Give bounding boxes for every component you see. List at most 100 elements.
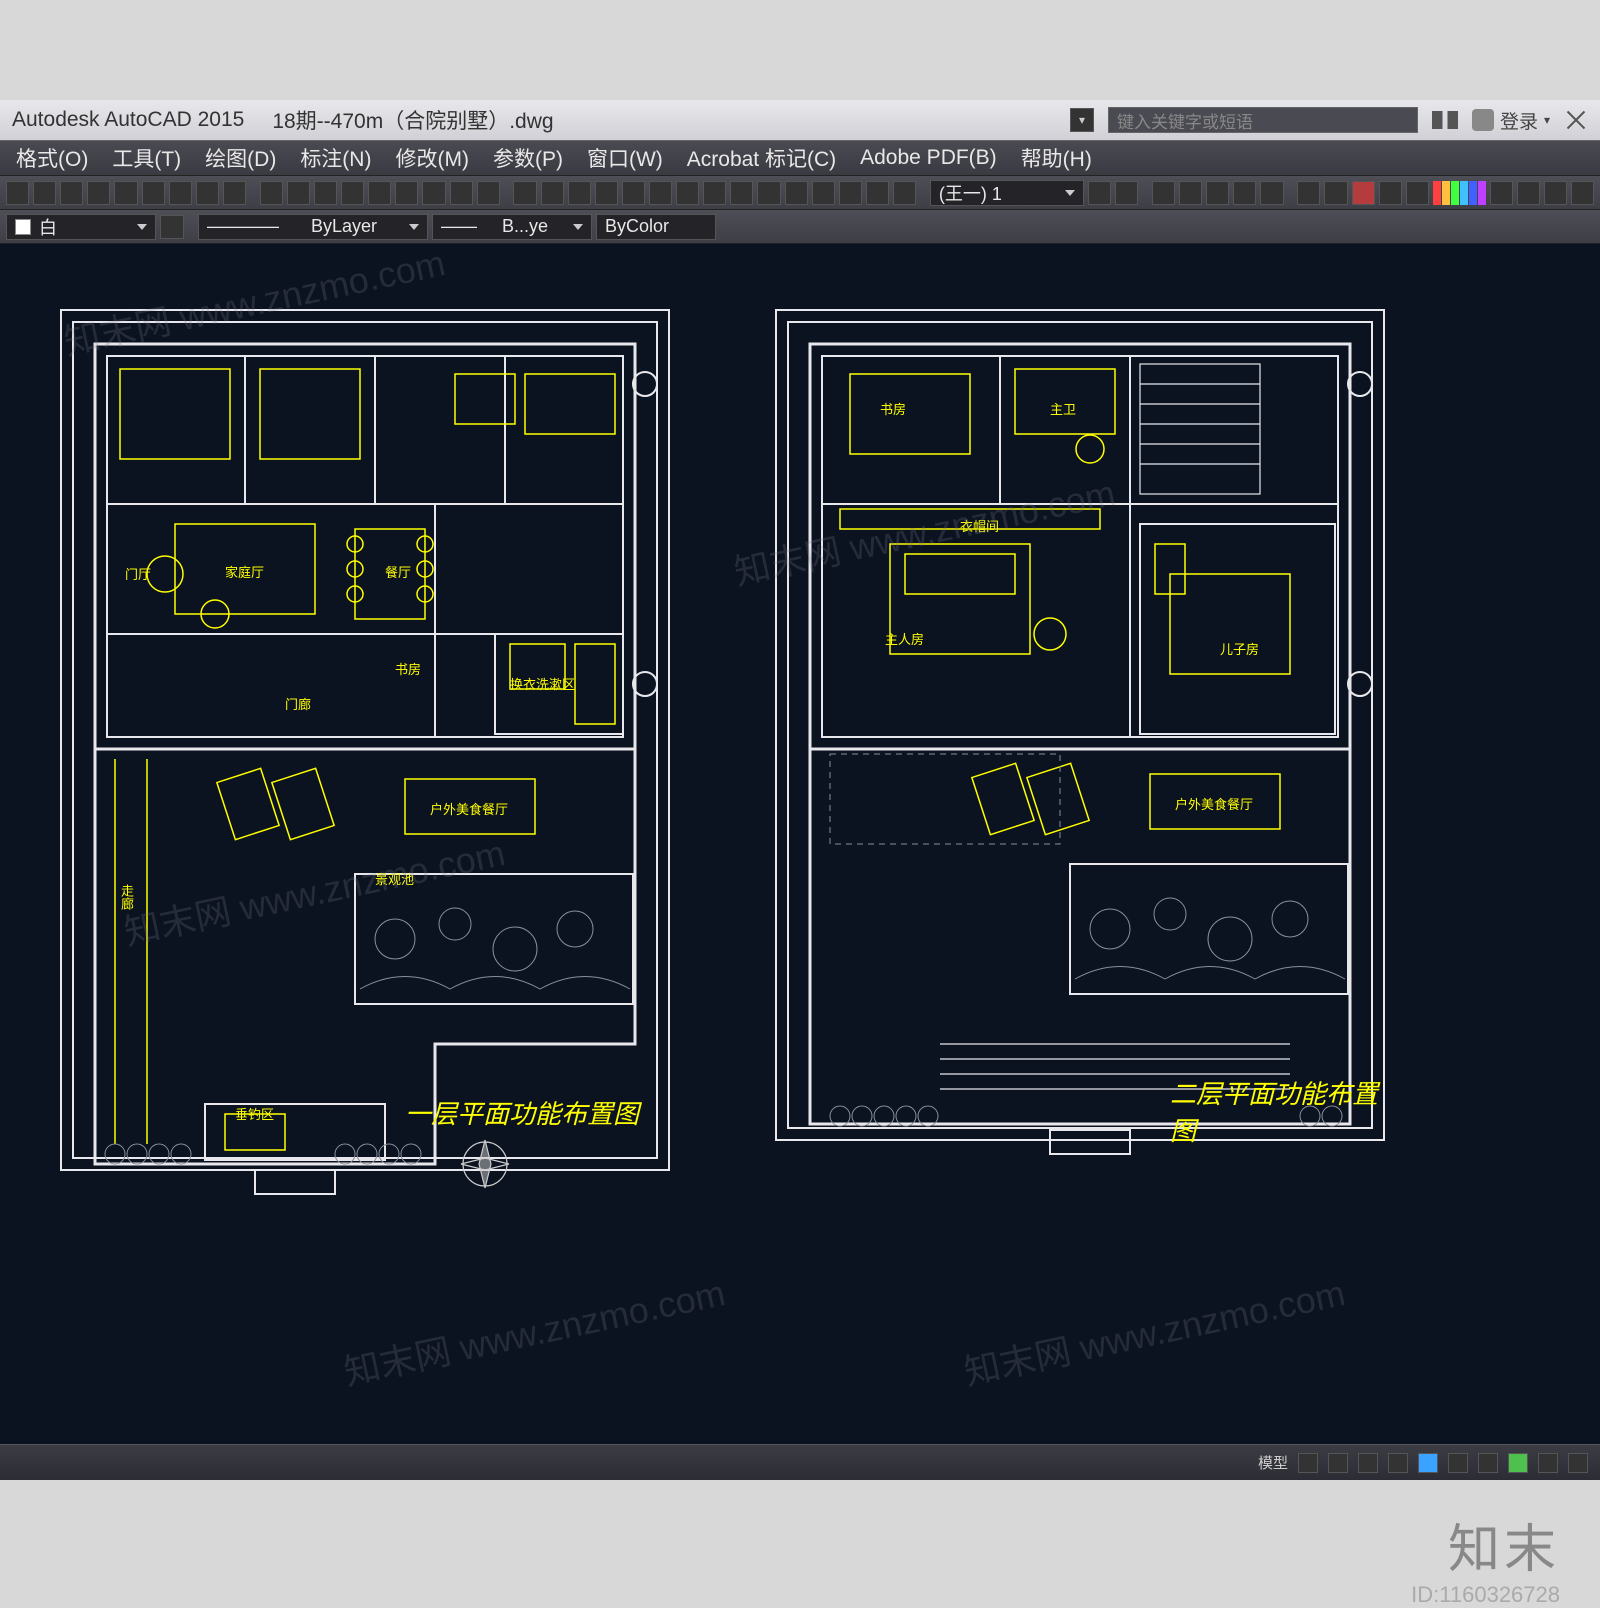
trans-icon[interactable]	[1568, 1453, 1588, 1473]
plotcolor-combo[interactable]: ByColor	[596, 214, 716, 240]
model-viewport[interactable]: 家庭厅 餐厅 门厅 书房 门廊 换衣洗漱区 户外美食餐厅 景观池 垂钓区 走廊 …	[0, 244, 1600, 1444]
mtext-icon[interactable]	[223, 181, 246, 205]
menu-help[interactable]: 帮助(H)	[1021, 143, 1092, 173]
ref1-icon[interactable]	[1490, 181, 1513, 205]
polyline-icon[interactable]	[33, 181, 56, 205]
array-icon[interactable]	[785, 181, 808, 205]
menu-tools[interactable]: 工具(T)	[112, 143, 181, 173]
block1-icon[interactable]	[1297, 181, 1320, 205]
ortho-icon[interactable]	[1358, 1453, 1378, 1473]
room-study: 书房	[395, 659, 421, 678]
layer-state-combo[interactable]: (王一) 1	[930, 180, 1084, 206]
dim-base-icon[interactable]	[450, 181, 473, 205]
trim-icon[interactable]	[676, 181, 699, 205]
login-button[interactable]: 登录 ▾	[1472, 107, 1550, 134]
dim-cont-icon[interactable]	[422, 181, 445, 205]
search-placeholder: 键入关键字或短语	[1117, 108, 1253, 133]
copy-icon[interactable]	[541, 181, 564, 205]
room2-study: 书房	[880, 399, 906, 418]
polar-icon[interactable]	[1388, 1453, 1408, 1473]
room-corridor: 走廊	[117, 884, 136, 910]
color-palette-icon[interactable]	[1433, 181, 1486, 205]
ref4-icon[interactable]	[1571, 181, 1594, 205]
ref2-icon[interactable]	[1517, 181, 1540, 205]
dim-angular-icon[interactable]	[314, 181, 337, 205]
rect-icon[interactable]	[114, 181, 137, 205]
layer-tool1-icon[interactable]	[1088, 181, 1111, 205]
snap-icon[interactable]	[1328, 1453, 1348, 1473]
block3-icon[interactable]	[1379, 181, 1402, 205]
dyn-icon[interactable]	[1508, 1453, 1528, 1473]
break-icon[interactable]	[866, 181, 889, 205]
block-red-icon[interactable]	[1352, 181, 1375, 205]
3dosnap-icon[interactable]	[1448, 1453, 1468, 1473]
layer-color-combo[interactable]: 白	[6, 214, 156, 240]
exchange-icon[interactable]	[1564, 108, 1588, 132]
dim-ord-icon[interactable]	[395, 181, 418, 205]
arc-icon[interactable]	[87, 181, 110, 205]
hatch-icon[interactable]	[169, 181, 192, 205]
layer-tool2-icon[interactable]	[1115, 181, 1138, 205]
measure2-icon[interactable]	[1179, 181, 1202, 205]
measure3-icon[interactable]	[1206, 181, 1229, 205]
grid-icon[interactable]	[1298, 1453, 1318, 1473]
dim-aligned-icon[interactable]	[287, 181, 310, 205]
scale-icon[interactable]	[595, 181, 618, 205]
document-name: 18期--470m（合院别墅）.dwg	[272, 105, 553, 135]
menubar: 格式(O) 工具(T) 绘图(D) 标注(N) 修改(M) 参数(P) 窗口(W…	[0, 140, 1600, 176]
layer-state-value: (王一) 1	[939, 180, 1002, 206]
binoculars-icon[interactable]	[1432, 111, 1458, 129]
menu-format[interactable]: 格式(O)	[16, 143, 88, 173]
join-icon[interactable]	[893, 181, 916, 205]
line-icon[interactable]	[6, 181, 29, 205]
mirror-icon[interactable]	[622, 181, 645, 205]
titlebar: Autodesk AutoCAD 2015 18期--470m（合院别墅）.dw…	[0, 100, 1600, 140]
stretch-icon[interactable]	[839, 181, 862, 205]
ref3-icon[interactable]	[1544, 181, 1567, 205]
rotate-icon[interactable]	[568, 181, 591, 205]
search-input[interactable]: 键入关键字或短语	[1108, 107, 1418, 133]
lwt-icon[interactable]	[1538, 1453, 1558, 1473]
otrack-icon[interactable]	[1478, 1453, 1498, 1473]
menu-adobepdf[interactable]: Adobe PDF(B)	[860, 146, 997, 170]
ellipse-icon[interactable]	[142, 181, 165, 205]
watermark-5: 知末网 www.znzmo.com	[959, 1264, 1349, 1396]
room-family: 家庭厅	[225, 562, 264, 581]
model-tab[interactable]: 模型	[1258, 1452, 1288, 1473]
chamfer-icon[interactable]	[757, 181, 780, 205]
dim-linear-icon[interactable]	[260, 181, 283, 205]
measure5-icon[interactable]	[1260, 181, 1283, 205]
fillet-icon[interactable]	[730, 181, 753, 205]
floor1-title: 一层平面功能布置图	[405, 1094, 639, 1131]
user-icon	[1472, 109, 1494, 131]
dim-radius-icon[interactable]	[341, 181, 364, 205]
osnap-icon[interactable]	[1418, 1453, 1438, 1473]
linetype-combo[interactable]: ———— ByLayer	[198, 214, 428, 240]
menu-acrobat[interactable]: Acrobat 标记(C)	[687, 143, 836, 173]
menu-window[interactable]: 窗口(W)	[587, 143, 663, 173]
extend-icon[interactable]	[703, 181, 726, 205]
room2-mbath: 主卫	[1050, 399, 1076, 418]
menu-draw[interactable]: 绘图(D)	[205, 143, 276, 173]
block2-icon[interactable]	[1324, 181, 1347, 205]
measure1-icon[interactable]	[1152, 181, 1175, 205]
measure4-icon[interactable]	[1233, 181, 1256, 205]
image-id: ID:1160326728	[1411, 1582, 1560, 1608]
text-icon[interactable]	[196, 181, 219, 205]
room-dining: 餐厅	[385, 562, 411, 581]
menu-params[interactable]: 参数(P)	[493, 143, 563, 173]
explode-icon[interactable]	[812, 181, 835, 205]
dropdown-icon[interactable]: ▾	[1070, 108, 1094, 132]
menu-dimension[interactable]: 标注(N)	[300, 143, 371, 173]
dim-quick-icon[interactable]	[477, 181, 500, 205]
layer-manager-icon[interactable]	[160, 215, 184, 239]
circle-icon[interactable]	[60, 181, 83, 205]
dim-diameter-icon[interactable]	[368, 181, 391, 205]
room2-closet: 衣帽间	[960, 516, 999, 535]
menu-modify[interactable]: 修改(M)	[395, 143, 468, 173]
lineweight-combo[interactable]: —— B...ye	[432, 214, 592, 240]
floor2-plan: 书房 主卫 衣帽间 主人房 儿子房 户外美食餐厅 二层平面功能布置图	[770, 304, 1390, 1204]
block4-icon[interactable]	[1406, 181, 1429, 205]
offset-icon[interactable]	[649, 181, 672, 205]
move-icon[interactable]	[513, 181, 536, 205]
